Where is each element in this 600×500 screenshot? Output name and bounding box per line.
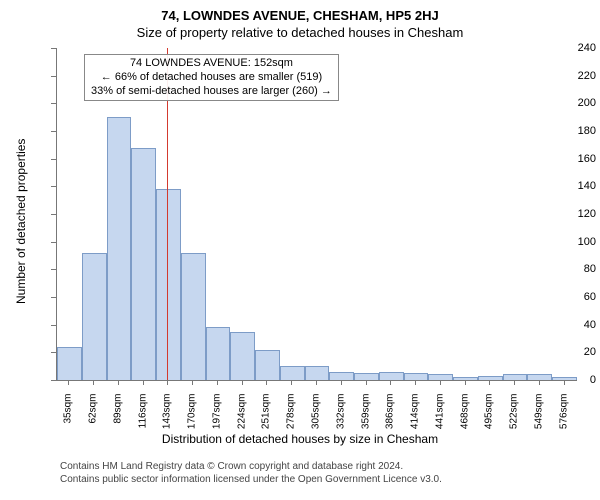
y-tick-mark — [51, 297, 56, 298]
histogram-bar — [379, 372, 404, 380]
x-tick-mark — [291, 380, 292, 385]
y-tick-label: 100 — [548, 236, 596, 248]
histogram-bar — [181, 253, 206, 380]
y-tick-mark — [51, 76, 56, 77]
histogram-bar — [82, 253, 107, 380]
histogram-bar — [255, 350, 280, 380]
annotation-box: 74 LOWNDES AVENUE: 152sqm ← 66% of detac… — [84, 54, 339, 101]
x-axis-label: Distribution of detached houses by size … — [0, 432, 600, 446]
histogram-bar — [453, 377, 478, 380]
histogram-bar — [131, 148, 156, 380]
histogram-bar — [404, 373, 429, 380]
y-tick-mark — [51, 325, 56, 326]
x-tick-mark — [217, 380, 218, 385]
y-tick-mark — [51, 159, 56, 160]
y-tick-mark — [51, 380, 56, 381]
y-tick-label: 60 — [548, 291, 596, 303]
x-tick-mark — [465, 380, 466, 385]
annotation-line-1: 74 LOWNDES AVENUE: 152sqm — [91, 57, 332, 71]
x-tick-mark — [68, 380, 69, 385]
y-tick-mark — [51, 48, 56, 49]
histogram-bar — [305, 366, 330, 380]
x-tick-mark — [415, 380, 416, 385]
histogram-bar — [206, 327, 231, 380]
x-tick-mark — [118, 380, 119, 385]
histogram-bar — [230, 332, 255, 380]
x-tick-mark — [341, 380, 342, 385]
y-tick-mark — [51, 131, 56, 132]
footer-attribution: Contains HM Land Registry data © Crown c… — [60, 460, 442, 486]
footer-line-1: Contains HM Land Registry data © Crown c… — [60, 460, 442, 473]
y-tick-label: 240 — [548, 42, 596, 54]
histogram-bar — [156, 189, 181, 380]
x-tick-mark — [192, 380, 193, 385]
y-tick-label: 0 — [548, 374, 596, 386]
y-tick-mark — [51, 103, 56, 104]
x-tick-mark — [564, 380, 565, 385]
x-tick-mark — [266, 380, 267, 385]
x-tick-mark — [390, 380, 391, 385]
x-tick-mark — [143, 380, 144, 385]
y-axis-label: Number of detached properties — [14, 139, 28, 304]
page-title: 74, LOWNDES AVENUE, CHESHAM, HP5 2HJ — [0, 0, 600, 23]
x-tick-mark — [242, 380, 243, 385]
annotation-line-2: ← 66% of detached houses are smaller (51… — [91, 71, 332, 85]
histogram-bar — [280, 366, 305, 380]
x-tick-mark — [440, 380, 441, 385]
y-tick-mark — [51, 242, 56, 243]
footer-line-2: Contains public sector information licen… — [60, 473, 442, 486]
y-tick-label: 220 — [548, 70, 596, 82]
histogram-bar — [107, 117, 132, 380]
y-tick-label: 40 — [548, 319, 596, 331]
annotation-line-3: 33% of semi-detached houses are larger (… — [91, 85, 332, 99]
y-tick-label: 200 — [548, 97, 596, 109]
y-tick-label: 120 — [548, 208, 596, 220]
x-tick-mark — [539, 380, 540, 385]
y-tick-label: 140 — [548, 180, 596, 192]
y-tick-label: 180 — [548, 125, 596, 137]
y-tick-label: 20 — [548, 346, 596, 358]
y-tick-mark — [51, 269, 56, 270]
histogram-bar — [428, 374, 453, 380]
x-tick-mark — [167, 380, 168, 385]
x-tick-mark — [93, 380, 94, 385]
x-tick-mark — [366, 380, 367, 385]
x-tick-mark — [489, 380, 490, 385]
y-tick-mark — [51, 352, 56, 353]
x-tick-mark — [316, 380, 317, 385]
histogram-bar — [354, 373, 379, 380]
y-tick-mark — [51, 186, 56, 187]
y-tick-label: 160 — [548, 153, 596, 165]
y-tick-label: 80 — [548, 263, 596, 275]
histogram-bar — [57, 347, 82, 380]
y-tick-mark — [51, 214, 56, 215]
histogram-bar — [329, 372, 354, 380]
page-subtitle: Size of property relative to detached ho… — [0, 23, 600, 40]
x-tick-mark — [514, 380, 515, 385]
